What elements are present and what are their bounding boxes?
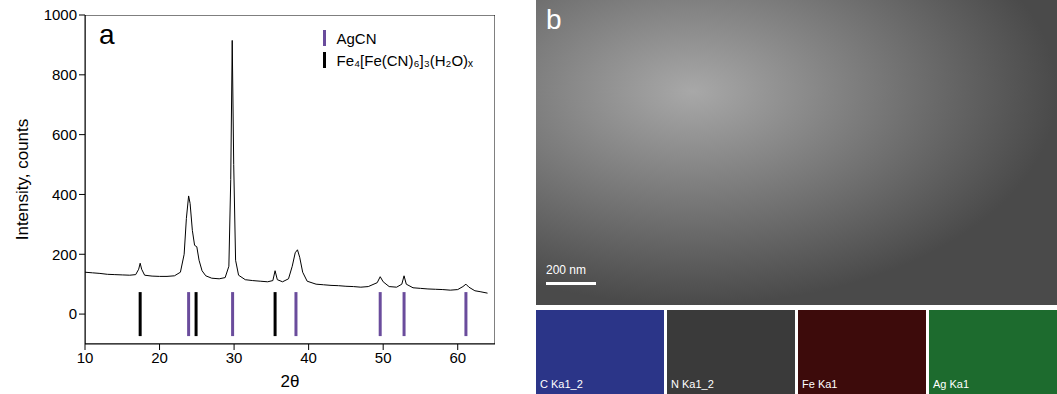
svg-text:2θ: 2θ	[281, 372, 300, 391]
html-text:Fe Ka1: Fe Ka1	[802, 378, 838, 390]
svg-text:600: 600	[52, 126, 77, 143]
svg-text:20: 20	[151, 349, 168, 366]
svg-text:0: 0	[69, 305, 77, 322]
svg-text:800: 800	[52, 66, 77, 83]
svg-text:Intensity, counts: Intensity, counts	[13, 119, 32, 241]
html-text:N Ka1_2: N Ka1_2	[671, 378, 714, 390]
svg-text:200: 200	[52, 246, 77, 263]
svg-text:10: 10	[77, 349, 94, 366]
svg-text:400: 400	[52, 186, 77, 203]
html-text:C Ka1_2: C Ka1_2	[540, 378, 583, 390]
html-text:a: a	[99, 19, 115, 50]
html-text:AgCN: AgCN	[336, 29, 377, 47]
html-text:Fe₄[Fe(CN)₆]₃(H₂O)ₓ: Fe₄[Fe(CN)₆]₃(H₂O)ₓ	[336, 51, 473, 69]
html-text:b: b	[546, 4, 562, 35]
svg-text:40: 40	[300, 349, 317, 366]
svg-text:30: 30	[226, 349, 243, 366]
svg-text:1000: 1000	[44, 6, 77, 23]
html-text:200 nm: 200 nm	[546, 263, 586, 277]
svg-text:50: 50	[375, 349, 392, 366]
svg-text:60: 60	[449, 349, 466, 366]
html-text:Ag Ka1: Ag Ka1	[933, 378, 970, 390]
